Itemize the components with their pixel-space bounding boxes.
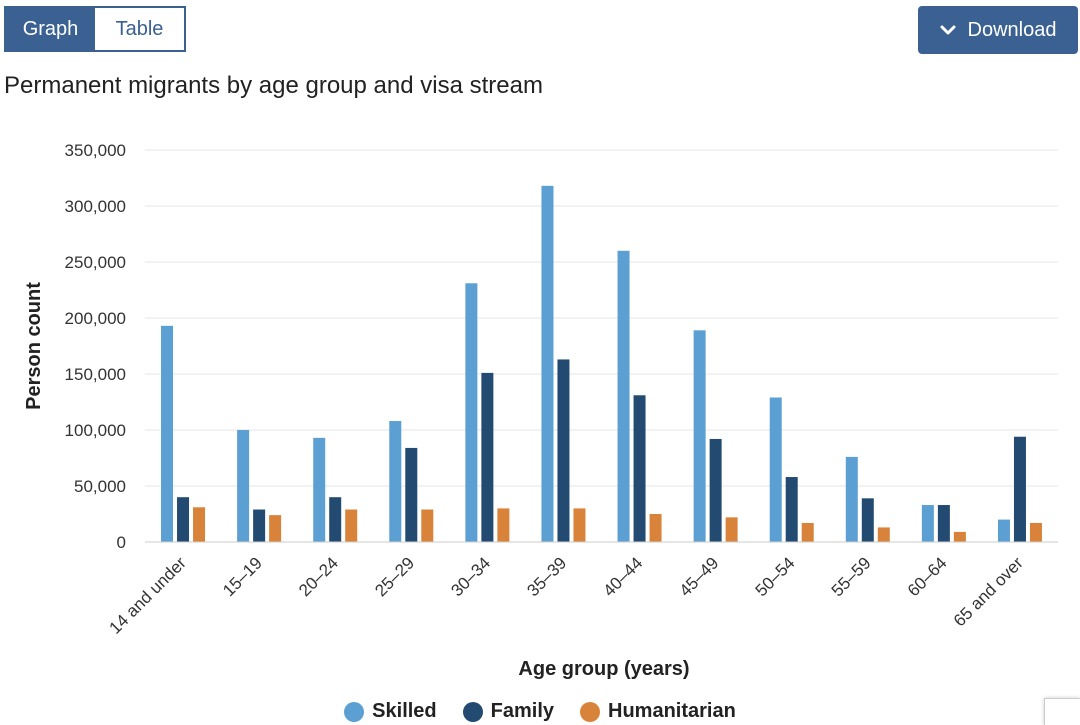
x-axis-label: Age group (years) xyxy=(518,658,689,680)
y-axis-label: Person count xyxy=(23,282,45,410)
x-tick-label: 45–49 xyxy=(676,553,723,600)
x-tick-label: 55–59 xyxy=(828,553,875,600)
bar-skilled-60-64[interactable] xyxy=(921,505,934,542)
x-axis-ticks: 14 and under 15–19 20–24 25–29 30–34 35–39 40–… xyxy=(106,553,1027,638)
bar-humanitarian-55-59[interactable] xyxy=(877,527,890,542)
bar-skilled-40-44[interactable] xyxy=(617,250,630,543)
chevron-down-icon xyxy=(940,25,956,35)
x-tick-label: 50–54 xyxy=(752,553,799,600)
y-tick-label: 150,000 xyxy=(65,365,126,384)
bar-humanitarian-35-39[interactable] xyxy=(573,508,586,542)
bar-skilled-35-39[interactable] xyxy=(541,185,554,542)
bar-family-30-34[interactable] xyxy=(481,372,494,542)
bar-humanitarian-40-44[interactable] xyxy=(649,514,662,542)
download-label: Download xyxy=(967,18,1057,41)
bar-family-15-19[interactable] xyxy=(253,509,266,542)
bar-skilled-30-34[interactable] xyxy=(465,283,478,542)
legend-item-family[interactable]: Family xyxy=(462,700,555,723)
bar-humanitarian-60-64[interactable] xyxy=(953,531,966,542)
table-tab[interactable]: Table xyxy=(95,8,184,50)
bar-skilled-50-54[interactable] xyxy=(769,397,782,542)
y-tick-label: 250,000 xyxy=(65,253,126,272)
x-tick-label: 60–64 xyxy=(904,553,951,600)
bar-humanitarian-14-and-under[interactable] xyxy=(193,507,206,542)
y-axis-ticks: 0 50,000 100,000 150,000 200,000 250,000 300,0… xyxy=(65,141,126,552)
x-tick-label: 40–44 xyxy=(600,553,647,600)
legend-item-skilled[interactable]: Skilled xyxy=(344,700,437,723)
y-tick-label: 0 xyxy=(117,533,126,552)
y-tick-label: 50,000 xyxy=(74,477,126,496)
bar-humanitarian-65-and-over[interactable] xyxy=(1029,522,1042,542)
download-button[interactable]: Download xyxy=(918,6,1078,54)
y-tick-label: 200,000 xyxy=(65,309,126,328)
bar-chart: 0 50,000 100,000 150,000 200,000 250,000 300,0… xyxy=(23,141,1058,680)
grid-lines xyxy=(145,149,1058,487)
x-tick-label: 15–19 xyxy=(219,553,266,600)
bar-skilled-15-19[interactable] xyxy=(237,430,250,542)
bar-skilled-14-and-under[interactable] xyxy=(161,325,174,542)
x-tick-label: 20–24 xyxy=(295,553,342,600)
bar-skilled-55-59[interactable] xyxy=(845,456,858,542)
legend-swatch-skilled xyxy=(344,701,365,722)
bar-humanitarian-15-19[interactable] xyxy=(269,515,282,542)
legend-label-humanitarian: Humanitarian xyxy=(608,700,736,722)
x-tick-label: 14 and under xyxy=(106,553,191,638)
bars xyxy=(161,185,1042,543)
chart-thumbnail[interactable] xyxy=(1044,698,1080,725)
bar-skilled-25-29[interactable] xyxy=(389,421,402,542)
x-tick-label: 65 and over xyxy=(950,553,1027,630)
legend-swatch-family xyxy=(462,701,483,722)
legend-label-family: Family xyxy=(490,700,555,722)
bar-humanitarian-50-54[interactable] xyxy=(801,522,814,542)
bar-family-60-64[interactable] xyxy=(937,505,950,542)
bar-humanitarian-20-24[interactable] xyxy=(345,509,358,542)
bar-family-50-54[interactable] xyxy=(785,477,798,542)
bar-skilled-65-and-over[interactable] xyxy=(997,519,1010,542)
bar-family-35-39[interactable] xyxy=(557,359,570,542)
legend-item-humanitarian[interactable]: Humanitarian xyxy=(580,700,736,723)
legend-swatch-humanitarian xyxy=(580,701,601,722)
bar-skilled-20-24[interactable] xyxy=(313,437,326,542)
chart-title: Permanent migrants by age group and visa… xyxy=(4,72,543,99)
bar-family-25-29[interactable] xyxy=(405,447,418,542)
bar-family-45-49[interactable] xyxy=(709,438,722,542)
bar-family-14-and-under[interactable] xyxy=(177,497,190,542)
x-tick-label: 35–39 xyxy=(523,553,570,600)
legend-label-skilled: Skilled xyxy=(372,700,437,722)
graph-tab[interactable]: Graph xyxy=(6,8,95,50)
y-tick-label: 350,000 xyxy=(65,141,126,160)
x-tick-label: 30–34 xyxy=(447,553,494,600)
view-toggle: Graph Table xyxy=(4,6,186,52)
bar-skilled-45-49[interactable] xyxy=(693,330,706,542)
bar-family-55-59[interactable] xyxy=(861,498,874,542)
bar-humanitarian-30-34[interactable] xyxy=(497,508,510,542)
bar-humanitarian-25-29[interactable] xyxy=(421,509,434,542)
bar-family-40-44[interactable] xyxy=(633,395,646,542)
y-tick-label: 100,000 xyxy=(65,421,126,440)
y-tick-label: 300,000 xyxy=(65,197,126,216)
bar-family-20-24[interactable] xyxy=(329,497,342,542)
x-tick-label: 25–29 xyxy=(371,553,418,600)
bar-humanitarian-45-49[interactable] xyxy=(725,517,738,542)
chart-legend: Skilled Family Humanitarian xyxy=(0,700,1080,723)
bar-family-65-and-over[interactable] xyxy=(1013,436,1026,542)
